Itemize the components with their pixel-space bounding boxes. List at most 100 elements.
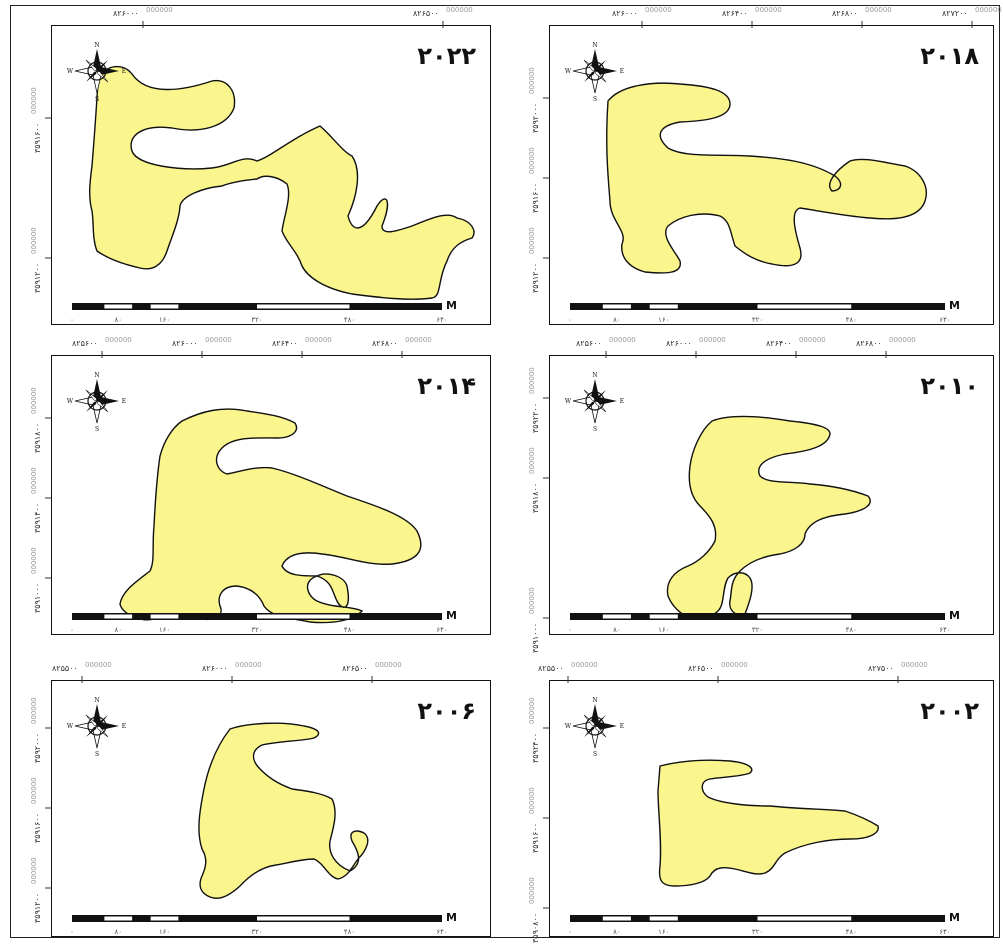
svg-text:۳۵۹۱۸۰۰: ۳۵۹۱۸۰۰ — [33, 423, 42, 453]
scale-tick-label: ۱۶۰ — [159, 316, 170, 324]
svg-text:000000: 000000 — [755, 6, 782, 14]
svg-text:۸۲۵۵۰۰: ۸۲۵۵۰۰ — [52, 664, 78, 673]
scale-bar: M ۰ ۸۰ ۱۶۰ ۳۲۰ ۴۸۰ ۶۴۰ — [568, 911, 960, 936]
y-coordinate-label: ۳۵۹۱۶۰۰ 000000 — [30, 87, 52, 153]
svg-text:000000: 000000 — [975, 6, 1002, 14]
svg-text:۸۲۶۰۰۰: ۸۲۶۰۰۰ — [202, 664, 228, 673]
svg-text:000000: 000000 — [446, 6, 473, 14]
svg-text:000000: 000000 — [528, 367, 536, 394]
svg-text:W: W — [67, 68, 74, 75]
x-coordinate-label: ۸۲۶۰۰۰ 000000 — [202, 661, 262, 683]
y-coordinate-label: ۳۵۹۱۲۰۰ 000000 — [528, 227, 550, 293]
compass-rose-icon: N S E W — [565, 697, 624, 758]
svg-text:S: S — [593, 426, 597, 433]
svg-text:S: S — [593, 96, 597, 103]
map-axes: ۸۲۶۰۰۰ 000000 ۸۲۶۵۰۰ 000000۳۵۹۱۶۰۰000000۳۵۹… — [30, 6, 473, 293]
map-axes: ۸۲۵۶۰۰ 000000 ۸۲۶۰۰۰ 000000 ۸۲۶۴۰۰ 000000 ۸۲۶۸… — [30, 336, 432, 613]
svg-text:000000: 000000 — [889, 336, 916, 344]
map-panel-2006: ۸۲۵۵۰۰ 000000 ۸۲۶۰۰۰ 000000 ۸۲۶۵۰۰ 000000 ۳۵۹۲… — [30, 661, 491, 937]
x-coordinate-label: ۸۲۶۵۰۰ 000000 — [688, 661, 748, 683]
svg-text:۳۵۹۲۰۰۰: ۳۵۹۲۰۰۰ — [33, 733, 42, 763]
x-coordinate-label: ۸۲۶۸۰۰ 000000 — [832, 6, 892, 28]
scale-tick-label: ۶۴۰ — [436, 316, 447, 324]
year-label: ۲۰۰۶ — [417, 697, 476, 725]
svg-text:S: S — [95, 96, 99, 103]
svg-text:S: S — [593, 751, 597, 758]
scale-tick-label: ۴۸۰ — [344, 928, 355, 936]
scale-tick-label: ۴۸۰ — [344, 626, 355, 634]
svg-text:۸۲۶۸۰۰: ۸۲۶۸۰۰ — [372, 339, 398, 348]
scale-tick-label: ۴۸۰ — [846, 928, 857, 936]
svg-text:۳۵۹۱۲۰۰: ۳۵۹۱۲۰۰ — [33, 263, 42, 293]
svg-text:۸۲۶۵۰۰: ۸۲۶۵۰۰ — [688, 664, 714, 673]
map-axes: ۸۲۵۶۰۰ 000000 ۸۲۶۰۰۰ 000000 ۸۲۶۴۰۰ 000000 ۸۲۶۸… — [528, 336, 916, 653]
scale-bar: M ۰ ۸۰ ۱۶۰ ۳۲۰ ۴۸۰ ۶۴۰ — [70, 911, 457, 936]
x-coordinate-label: ۸۲۶۴۰۰ 000000 — [766, 336, 826, 358]
svg-text:۸۲۵۵۰۰: ۸۲۵۵۰۰ — [538, 664, 564, 673]
svg-text:E: E — [620, 398, 624, 405]
scale-bar: M ۰ ۸۰ ۱۶۰ ۳۲۰ ۴۸۰ ۶۴۰ — [568, 609, 960, 634]
y-coordinate-label: ۳۵۹۱۸۰۰ 000000 — [30, 387, 52, 453]
svg-text:۸۲۶۰۰۰: ۸۲۶۰۰۰ — [666, 339, 692, 348]
svg-text:000000: 000000 — [721, 661, 748, 669]
svg-text:W: W — [565, 723, 572, 730]
scale-tick-label: ۰ — [568, 928, 572, 936]
map-panel-2014: ۸۲۵۶۰۰ 000000 ۸۲۶۰۰۰ 000000 ۸۲۶۴۰۰ 000000 ۸۲۶۸… — [30, 336, 491, 635]
scale-tick-label: ۳۲۰ — [752, 626, 763, 634]
scale-tick-label: ۱۶۰ — [658, 316, 669, 324]
svg-text:000000: 000000 — [30, 87, 38, 114]
scale-tick-label: ۴۸۰ — [846, 626, 857, 634]
y-coordinate-label: ۳۵۹۰۸۰۰ 000000 — [528, 877, 550, 943]
svg-text:M: M — [446, 609, 457, 622]
compass-rose-icon: N S E W — [565, 42, 624, 103]
scale-tick-label: ۴۸۰ — [344, 316, 355, 324]
scale-bar: M ۰ ۸۰ ۱۶۰ ۳۲۰ ۴۸۰ ۶۴۰ — [70, 299, 457, 324]
x-coordinate-label: ۸۲۶۰۰۰ 000000 — [172, 336, 232, 358]
svg-text:۳۵۹۲۴۰۰: ۳۵۹۲۴۰۰ — [531, 733, 540, 763]
svg-text:S: S — [95, 426, 99, 433]
compass-rose-icon: N S E W — [565, 372, 624, 433]
scale-tick-label: ۰ — [568, 626, 572, 634]
svg-text:000000: 000000 — [699, 336, 726, 344]
scale-bar: M ۰ ۸۰ ۱۶۰ ۳۲۰ ۴۸۰ ۶۴۰ — [70, 609, 457, 634]
svg-text:000000: 000000 — [30, 777, 38, 804]
svg-text:000000: 000000 — [528, 787, 536, 814]
svg-text:E: E — [122, 68, 126, 75]
svg-text:N: N — [94, 42, 99, 49]
svg-text:۸۲۶۵۰۰: ۸۲۶۵۰۰ — [413, 9, 439, 18]
y-coordinate-label: ۳۵۹۱۸۰۰ 000000 — [528, 447, 550, 513]
svg-text:000000: 000000 — [528, 147, 536, 174]
y-coordinate-label: ۳۵۹۱۴۰۰ 000000 — [30, 467, 52, 533]
y-coordinate-label: ۳۵۹۱۰۰۰ 000000 — [30, 547, 52, 613]
svg-text:N: N — [592, 697, 597, 704]
x-coordinate-label: ۸۲۷۲۰۰ 000000 — [942, 6, 1002, 28]
y-coordinate-label: ۳۵۹۱۶۰۰ 000000 — [528, 787, 550, 853]
svg-text:W: W — [67, 723, 74, 730]
svg-text:۳۵۹۲۲۰۰: ۳۵۹۲۲۰۰ — [531, 403, 540, 433]
scale-tick-label: ۶۴۰ — [939, 626, 950, 634]
svg-text:۳۵۹۱۲۰۰: ۳۵۹۱۲۰۰ — [33, 893, 42, 923]
svg-text:۸۲۶۰۰۰: ۸۲۶۰۰۰ — [612, 9, 638, 18]
svg-text:000000: 000000 — [305, 336, 332, 344]
svg-text:000000: 000000 — [571, 661, 598, 669]
scale-tick-label: ۸۰ — [114, 626, 122, 634]
svg-text:۸۲۶۴۰۰: ۸۲۶۴۰۰ — [766, 339, 792, 348]
lake-polygon — [198, 722, 369, 899]
svg-text:۸۲۶۵۰۰: ۸۲۶۵۰۰ — [342, 664, 368, 673]
map-panel-2010: ۸۲۵۶۰۰ 000000 ۸۲۶۰۰۰ 000000 ۸۲۶۴۰۰ 000000 ۸۲۶۸… — [528, 336, 994, 653]
year-label: ۲۰۱۰ — [920, 372, 979, 400]
scale-tick-label: ۶۴۰ — [939, 928, 950, 936]
svg-text:N: N — [592, 42, 597, 49]
svg-text:N: N — [94, 697, 99, 704]
svg-text:000000: 000000 — [30, 857, 38, 884]
svg-text:۳۵۹۱۶۰۰: ۳۵۹۱۶۰۰ — [531, 183, 540, 213]
lake-polygon — [666, 415, 871, 620]
compass-rose-icon: N S E W — [67, 697, 126, 758]
map-axes: ۸۲۵۵۰۰ 000000 ۸۲۶۵۰۰ 000000 ۸۲۷۵۰۰ 000000۳۵۹۲… — [528, 661, 928, 943]
svg-text:۸۲۶۴۰۰: ۸۲۶۴۰۰ — [272, 339, 298, 348]
svg-text:۸۲۶۰۰۰: ۸۲۶۰۰۰ — [113, 9, 139, 18]
svg-text:000000: 000000 — [30, 547, 38, 574]
compass-rose-icon: N S E W — [67, 372, 126, 433]
scale-tick-label: ۱۶۰ — [658, 626, 669, 634]
year-label: ۲۰۲۲ — [417, 42, 476, 70]
